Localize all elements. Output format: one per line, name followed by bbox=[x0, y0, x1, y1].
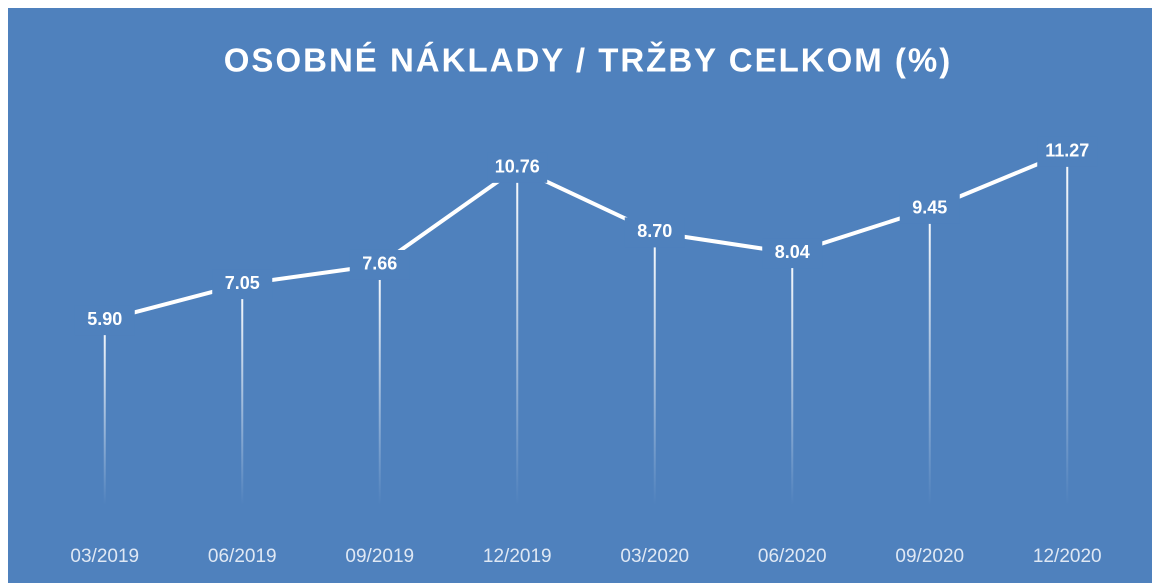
drop-line bbox=[653, 232, 656, 505]
x-tick-label: 12/2020 bbox=[1033, 546, 1102, 567]
drop-line bbox=[1066, 151, 1069, 505]
drop-line bbox=[103, 320, 106, 505]
data-label: 7.05 bbox=[225, 273, 260, 293]
data-label-box bbox=[349, 249, 410, 280]
data-label: 9.45 bbox=[912, 198, 947, 218]
x-tick-label: 12/2019 bbox=[483, 546, 552, 567]
data-label-box bbox=[487, 152, 548, 183]
data-label: 10.76 bbox=[495, 157, 540, 177]
x-tick-label: 03/2019 bbox=[70, 546, 139, 567]
data-label: 7.66 bbox=[362, 254, 397, 274]
data-label-box bbox=[762, 238, 823, 269]
data-label: 5.90 bbox=[87, 309, 122, 329]
data-label-box bbox=[899, 193, 960, 224]
chart-background bbox=[8, 8, 1152, 583]
drop-line bbox=[928, 208, 931, 505]
drop-line bbox=[516, 167, 519, 505]
drop-line bbox=[791, 253, 794, 505]
data-label-box bbox=[1037, 136, 1098, 167]
data-label-box bbox=[74, 305, 135, 336]
drop-line bbox=[378, 264, 381, 505]
x-tick-label: 06/2020 bbox=[758, 546, 827, 567]
data-label: 8.04 bbox=[775, 242, 810, 262]
data-label-box bbox=[624, 217, 685, 248]
x-tick-label: 09/2019 bbox=[345, 546, 414, 567]
drop-line bbox=[241, 284, 244, 505]
data-label: 8.70 bbox=[637, 221, 672, 241]
x-tick-label: 09/2020 bbox=[895, 546, 964, 567]
x-tick-label: 06/2019 bbox=[208, 546, 277, 567]
data-label: 11.27 bbox=[1045, 141, 1089, 161]
x-tick-label: 03/2020 bbox=[620, 546, 689, 567]
chart-title: OSOBNÉ NÁKLADY / TRŽBY CELKOM (%) bbox=[224, 42, 952, 79]
data-label-box bbox=[212, 269, 273, 300]
